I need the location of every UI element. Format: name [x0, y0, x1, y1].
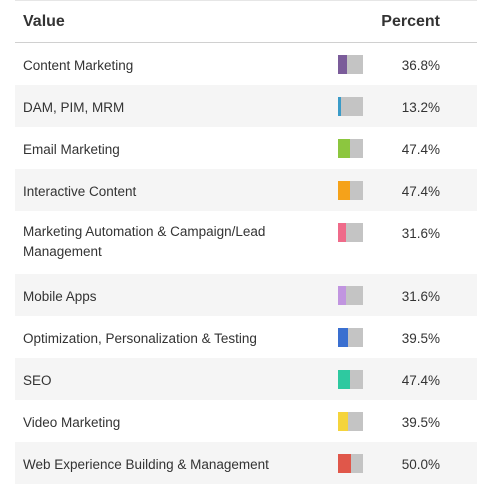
- table-row: Video Marketing 39.5%: [15, 400, 477, 442]
- row-label: DAM, PIM, MRM: [23, 100, 125, 115]
- table-row: Optimization, Personalization & Testing 3…: [15, 316, 477, 358]
- percent-bar-fill: [338, 454, 351, 473]
- row-label: Interactive Content: [23, 184, 137, 199]
- row-label: Mobile Apps: [23, 289, 97, 304]
- row-percent: 36.8%: [401, 58, 440, 73]
- table-row: DAM, PIM, MRM 13.2%: [15, 85, 477, 127]
- row-label: Marketing Automation & Campaign/Lead Man…: [23, 224, 266, 259]
- row-percent: 39.5%: [401, 415, 440, 430]
- percent-bar: [338, 412, 363, 431]
- row-percent: 31.6%: [401, 289, 440, 304]
- row-label: Video Marketing: [23, 415, 121, 430]
- row-label: Content Marketing: [23, 58, 134, 73]
- value-column-header: Value: [23, 13, 65, 30]
- percent-bar-fill: [338, 286, 346, 305]
- percent-bar: [338, 139, 363, 158]
- table-row: Interactive Content 47.4%: [15, 169, 477, 211]
- row-percent: 47.4%: [401, 373, 440, 388]
- table-row: SEO 47.4%: [15, 358, 477, 400]
- row-percent: 47.4%: [401, 142, 440, 157]
- table-row: Web Experience Building & Management 50.0…: [15, 442, 477, 484]
- percent-bar-fill: [338, 412, 348, 431]
- percent-column-header: Percent: [381, 13, 440, 30]
- table-header: Value Percent: [15, 1, 477, 43]
- table-body: Content Marketing 36.8% DAM, PIM, MRM 13.2%…: [15, 43, 477, 484]
- row-label: Email Marketing: [23, 142, 120, 157]
- row-label: SEO: [23, 373, 52, 388]
- row-percent: 31.6%: [401, 226, 440, 241]
- percent-bar: [338, 55, 363, 74]
- row-percent: 13.2%: [401, 100, 440, 115]
- percent-bar-fill: [338, 223, 346, 242]
- percent-bar-fill: [338, 370, 350, 389]
- table-row: Email Marketing 47.4%: [15, 127, 477, 169]
- percent-bar-fill: [338, 97, 342, 116]
- table-row: Content Marketing 36.8%: [15, 43, 477, 85]
- results-table: Value Percent Content Marketing 36.8% DAM,…: [15, 0, 477, 484]
- percent-bar-fill: [338, 55, 348, 74]
- percent-bar-fill: [338, 181, 350, 200]
- percent-bar: [338, 223, 363, 242]
- percent-bar: [338, 328, 363, 347]
- percent-bar-fill: [338, 328, 348, 347]
- row-percent: 50.0%: [401, 457, 440, 472]
- row-percent: 39.5%: [401, 331, 440, 346]
- row-percent: 47.4%: [401, 184, 440, 199]
- row-label: Optimization, Personalization & Testing: [23, 331, 257, 346]
- percent-bar: [338, 454, 363, 473]
- table-row: Mobile Apps 31.6%: [15, 274, 477, 316]
- table-row: Marketing Automation & Campaign/Lead Man…: [15, 211, 477, 274]
- percent-bar: [338, 370, 363, 389]
- percent-bar: [338, 97, 363, 116]
- percent-bar: [338, 181, 363, 200]
- percent-bar-fill: [338, 139, 350, 158]
- percent-bar: [338, 286, 363, 305]
- row-label: Web Experience Building & Management: [23, 457, 269, 472]
